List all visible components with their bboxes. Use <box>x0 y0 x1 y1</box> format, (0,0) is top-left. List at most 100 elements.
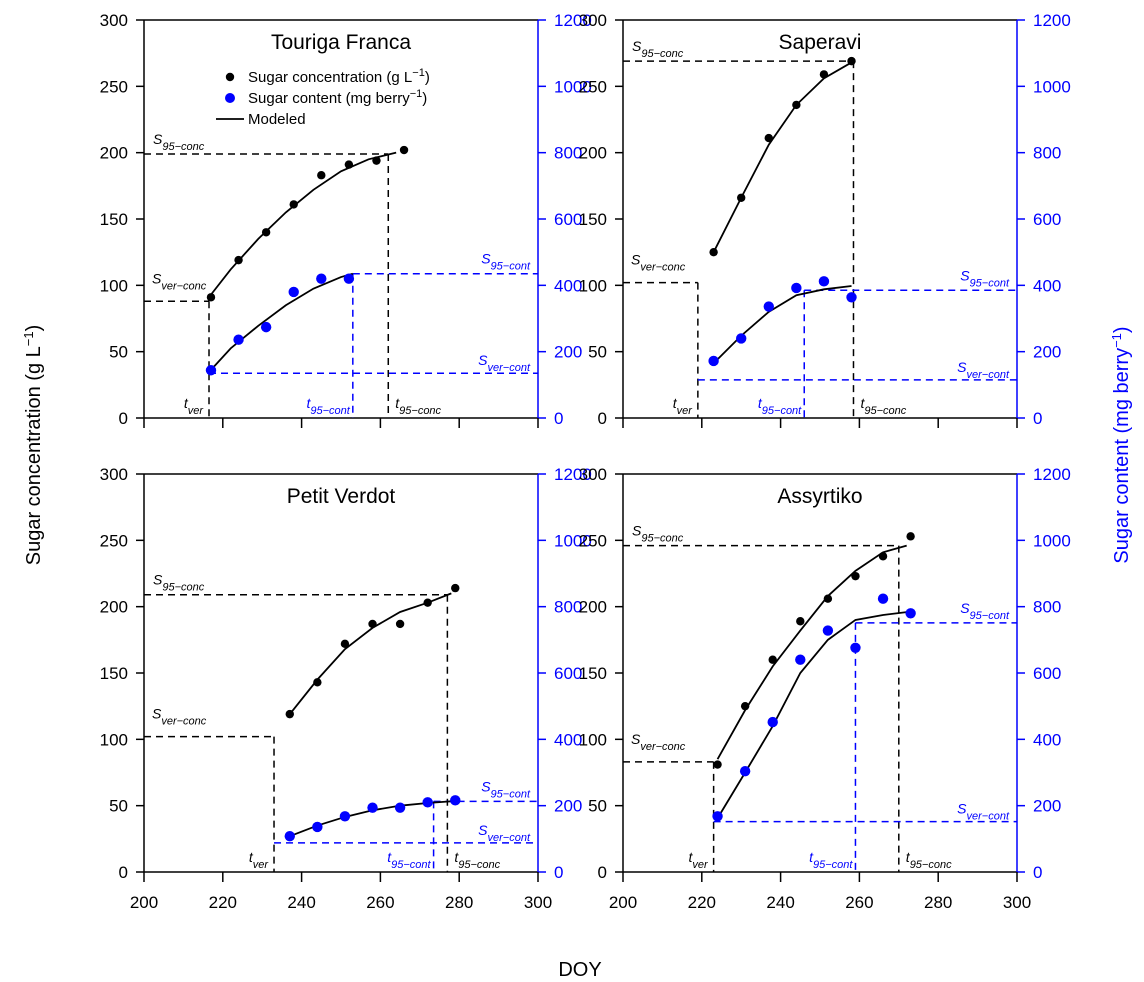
concentration-point <box>819 70 829 79</box>
axis-titles: DOY Sugar concentration (g L−1) Sugar co… <box>21 325 1134 981</box>
panel-1: 0 50 100 150 200 250 300 0 200 400 600 800 1000 1200 T… <box>100 11 592 428</box>
y-right-tick-label: 1200 <box>1033 465 1071 484</box>
x-tick-label: 200 <box>130 893 158 912</box>
y-left-tick-label: 50 <box>588 343 607 362</box>
y-left-tick-label: 300 <box>100 465 128 484</box>
y-left-tick-label: 150 <box>579 210 607 229</box>
content-model-line <box>712 285 852 364</box>
content-point <box>822 625 834 636</box>
x-tick-label: 300 <box>524 893 552 912</box>
y-right-tick-label: 800 <box>554 144 582 163</box>
y-left-tick-label: 150 <box>100 664 128 683</box>
t95-conc-label: t95−conc <box>454 849 500 871</box>
sver-cont-label: Sver−cont <box>478 822 531 844</box>
concentration-point <box>261 228 271 237</box>
panel-title: Petit Verdot <box>287 485 396 508</box>
concentration-model-line <box>716 544 907 760</box>
sver-conc-label: Sver−conc <box>152 706 207 728</box>
concentration-point <box>317 171 326 180</box>
sver-conc-label: Sver−conc <box>631 731 686 753</box>
y-left-tick-label: 0 <box>119 863 128 882</box>
s95-conc-label: S95−conc <box>632 523 684 545</box>
y-left-tick-label: 200 <box>100 144 128 163</box>
content-point <box>877 593 889 604</box>
y-left-tick-label: 300 <box>100 11 128 30</box>
content-point <box>818 276 830 287</box>
y-right-tick-label: 0 <box>1033 409 1042 428</box>
concentration-point <box>737 193 746 202</box>
y-right-tick-label: 1200 <box>1033 11 1071 30</box>
x-axis-title: DOY <box>558 959 601 981</box>
content-point <box>795 654 806 665</box>
concentration-point <box>313 678 322 687</box>
y-left-tick-label: 300 <box>579 465 607 484</box>
sver-conc-label: Sver−conc <box>152 270 207 292</box>
y-right-tick-label: 1000 <box>1033 531 1071 550</box>
concentration-point <box>451 583 460 593</box>
sver-cont-label: Sver−cont <box>957 359 1010 381</box>
y-left-tick-label: 200 <box>100 598 128 617</box>
y-right-tick-label: 600 <box>554 664 582 683</box>
content-point <box>791 282 802 294</box>
legend-label: Sugar content (mg berry−1) <box>248 88 427 107</box>
concentration-point <box>289 200 298 209</box>
y-right-tick-label: 800 <box>554 598 582 617</box>
s95-conc-label: S95−conc <box>153 572 205 594</box>
panel-4: 0501001502002503000200400600800100012002… <box>579 465 1071 912</box>
y-left-tick-label: 250 <box>579 77 607 96</box>
content-point <box>739 765 751 777</box>
sver-conc-label: Sver−conc <box>631 252 686 274</box>
panel-title: Assyrtiko <box>777 485 862 508</box>
concentration-point <box>368 619 377 629</box>
panel-title: Touriga Franca <box>271 31 411 54</box>
concentration-point <box>340 639 350 649</box>
y-right-tick-label: 600 <box>554 210 582 229</box>
y-left-tick-label: 50 <box>109 797 128 816</box>
concentration-point <box>764 133 773 143</box>
concentration-point <box>792 100 801 110</box>
y-right-tick-label: 200 <box>1033 343 1061 362</box>
legend-label: Sugar concentration (g L−1) <box>248 67 430 86</box>
y-right-tick-label: 400 <box>1033 276 1061 295</box>
y-right-tick-label: 200 <box>554 797 582 816</box>
content-point <box>712 811 723 822</box>
content-point <box>767 716 778 728</box>
content-point <box>312 821 323 833</box>
content-point <box>422 797 433 808</box>
y-left-tick-label: 0 <box>119 409 128 428</box>
concentration-point <box>234 255 243 265</box>
s95-cont-label: S95−cont <box>960 267 1010 289</box>
panel-title: Saperavi <box>779 31 862 54</box>
y-left-tick-label: 100 <box>579 276 607 295</box>
content-point <box>905 608 916 619</box>
content-point <box>394 802 406 813</box>
x-tick-label: 260 <box>366 893 394 912</box>
x-tick-label: 260 <box>845 893 873 912</box>
legend: Sugar concentration (g L−1) Sugar content… <box>216 67 430 128</box>
s95-conc-label: S95−conc <box>153 131 205 153</box>
y-right-tick-label: 0 <box>554 863 563 882</box>
concentration-model-line <box>289 592 452 715</box>
y-left-tick-label: 50 <box>588 797 607 816</box>
legend-marker <box>225 72 235 82</box>
y-right-tick-label: 400 <box>1033 730 1061 749</box>
t95-cont-label: t95−cont <box>306 395 350 417</box>
content-model-line <box>716 610 911 819</box>
concentration-point <box>344 160 354 169</box>
content-point <box>736 333 747 344</box>
y-right-tick-label: 0 <box>1033 863 1042 882</box>
panel-2: 0 50 100 150 200 250 300 0 200 400 600 800 1000 1200 S… <box>579 11 1071 428</box>
concentration-point <box>851 571 860 581</box>
x-tick-label: 280 <box>445 893 473 912</box>
y-left-tick-label: 50 <box>109 343 128 362</box>
x-tick-label: 200 <box>609 893 637 912</box>
concentration-point <box>878 552 888 561</box>
y-left-tick-label: 200 <box>579 144 607 163</box>
concentration-point <box>399 145 409 155</box>
y-right-tick-label: 0 <box>554 409 563 428</box>
y-left-tick-label: 0 <box>598 409 607 428</box>
content-point <box>763 301 774 312</box>
panel-3: 0501001502002503000200400600800100012002… <box>100 465 592 912</box>
concentration-point <box>823 594 833 603</box>
x-tick-label: 280 <box>924 893 952 912</box>
